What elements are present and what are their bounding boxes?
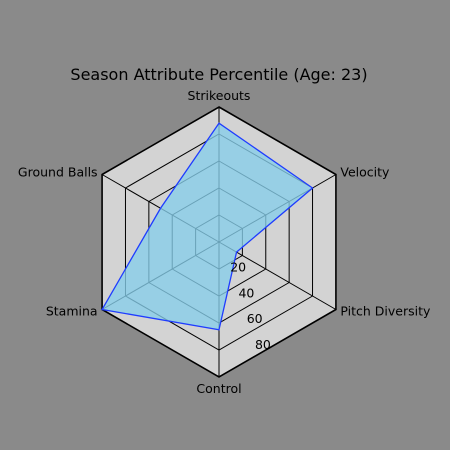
axis-labels: Strikeouts Velocity Pitch Diversity Control…	[18, 88, 431, 396]
chart-title: Season Attribute Percentile (Age: 23)	[70, 65, 367, 84]
series-layer	[101, 122, 314, 331]
axis-label-ground-balls: Ground Balls	[18, 164, 98, 179]
tick-label-60: 60	[247, 311, 263, 326]
spoke-pitch-diversity	[218, 241, 337, 310]
axis-label-pitch-diversity: Pitch Diversity	[340, 304, 431, 319]
axis-label-velocity: Velocity	[340, 164, 390, 179]
tick-label-80: 80	[255, 337, 271, 352]
tick-label-20: 20	[230, 260, 246, 275]
axis-label-strikeouts: Strikeouts	[188, 88, 251, 103]
radial-tick-labels: 20 40 60 80	[230, 260, 271, 352]
tick-label-40: 40	[238, 285, 254, 300]
axis-label-stamina: Stamina	[46, 304, 98, 319]
axis-label-control: Control	[196, 381, 241, 396]
